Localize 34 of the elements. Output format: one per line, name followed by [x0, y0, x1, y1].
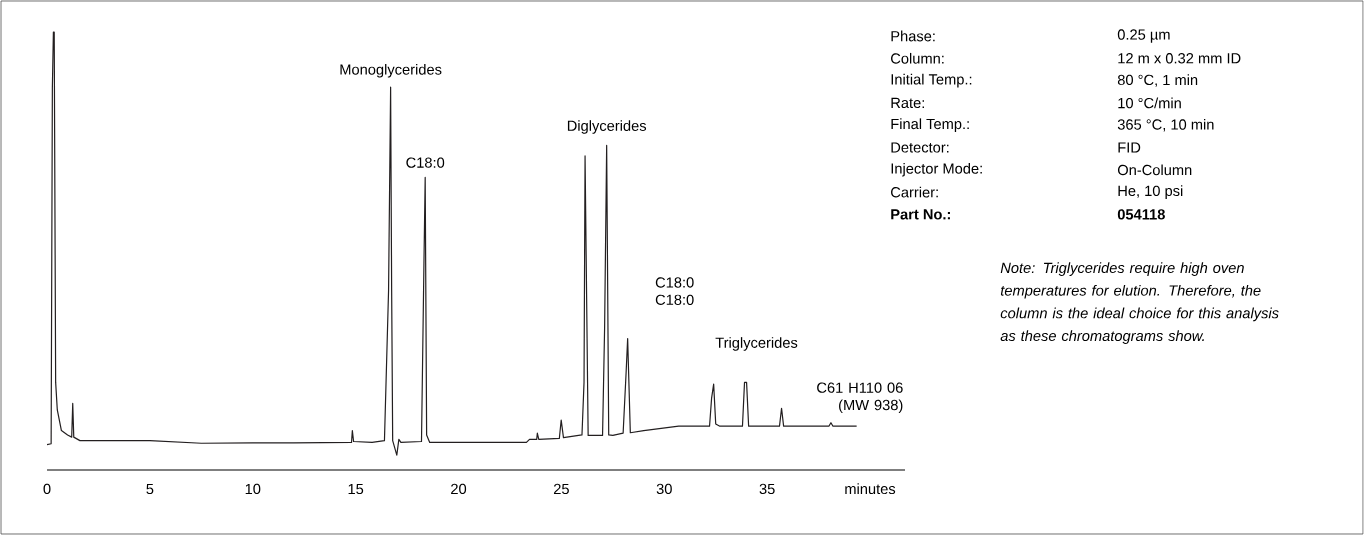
- text: FID: [1118, 142, 1141, 153]
- x-tick-label: 5: [146, 483, 154, 495]
- annotation: Rate:: [891, 97, 924, 109]
- annotation: Part No.:: [891, 209, 950, 220]
- annotation: Detector:: [891, 142, 949, 153]
- text: On-Column: [1117, 164, 1192, 176]
- x-tick-label: 20: [451, 483, 467, 495]
- annotation: Triglycerides: [715, 337, 798, 351]
- annotation: Final Temp.:: [891, 118, 969, 133]
- text: 12 m x 0.32 mm ID: [1118, 53, 1241, 64]
- annotation: C18:0 C18:0: [655, 277, 694, 305]
- x-tick-label: 25: [553, 483, 569, 495]
- x-tick-label: 35: [759, 483, 775, 495]
- x-tick-label: 0: [43, 483, 51, 495]
- annotation: C61 H110 06 (MW 938): [817, 382, 903, 414]
- text: 054118: [1117, 209, 1165, 220]
- text: 365 °C, 10 min: [1117, 118, 1214, 132]
- annotation: Initial Temp.:: [891, 73, 972, 88]
- annotation: Injector Mode:: [891, 162, 982, 177]
- x-tick-label: 10: [245, 483, 261, 495]
- annotation: C18:0: [406, 157, 445, 168]
- annotation: Phase:: [891, 30, 935, 42]
- annotation: Monoglycerides: [340, 63, 442, 78]
- x-tick-label: 15: [348, 483, 364, 495]
- annotation: Column:: [891, 52, 944, 64]
- x-axis-title: minutes: [845, 483, 896, 495]
- text: Note: Triglycerides require high oven temperatures for elution. Therefore, the column is the ideal choice for this analysis as these chromatograms show.: [1000, 262, 1279, 344]
- text: 0.25 µm: [1117, 29, 1170, 43]
- text: 80 °C, 1 min: [1117, 74, 1198, 87]
- text: He, 10 psi: [1118, 185, 1183, 199]
- x-tick-label: 30: [656, 483, 672, 495]
- text: 10 °C/min: [1118, 97, 1181, 109]
- annotation: Diglycerides: [567, 120, 647, 134]
- annotation: Carrier:: [891, 186, 938, 198]
